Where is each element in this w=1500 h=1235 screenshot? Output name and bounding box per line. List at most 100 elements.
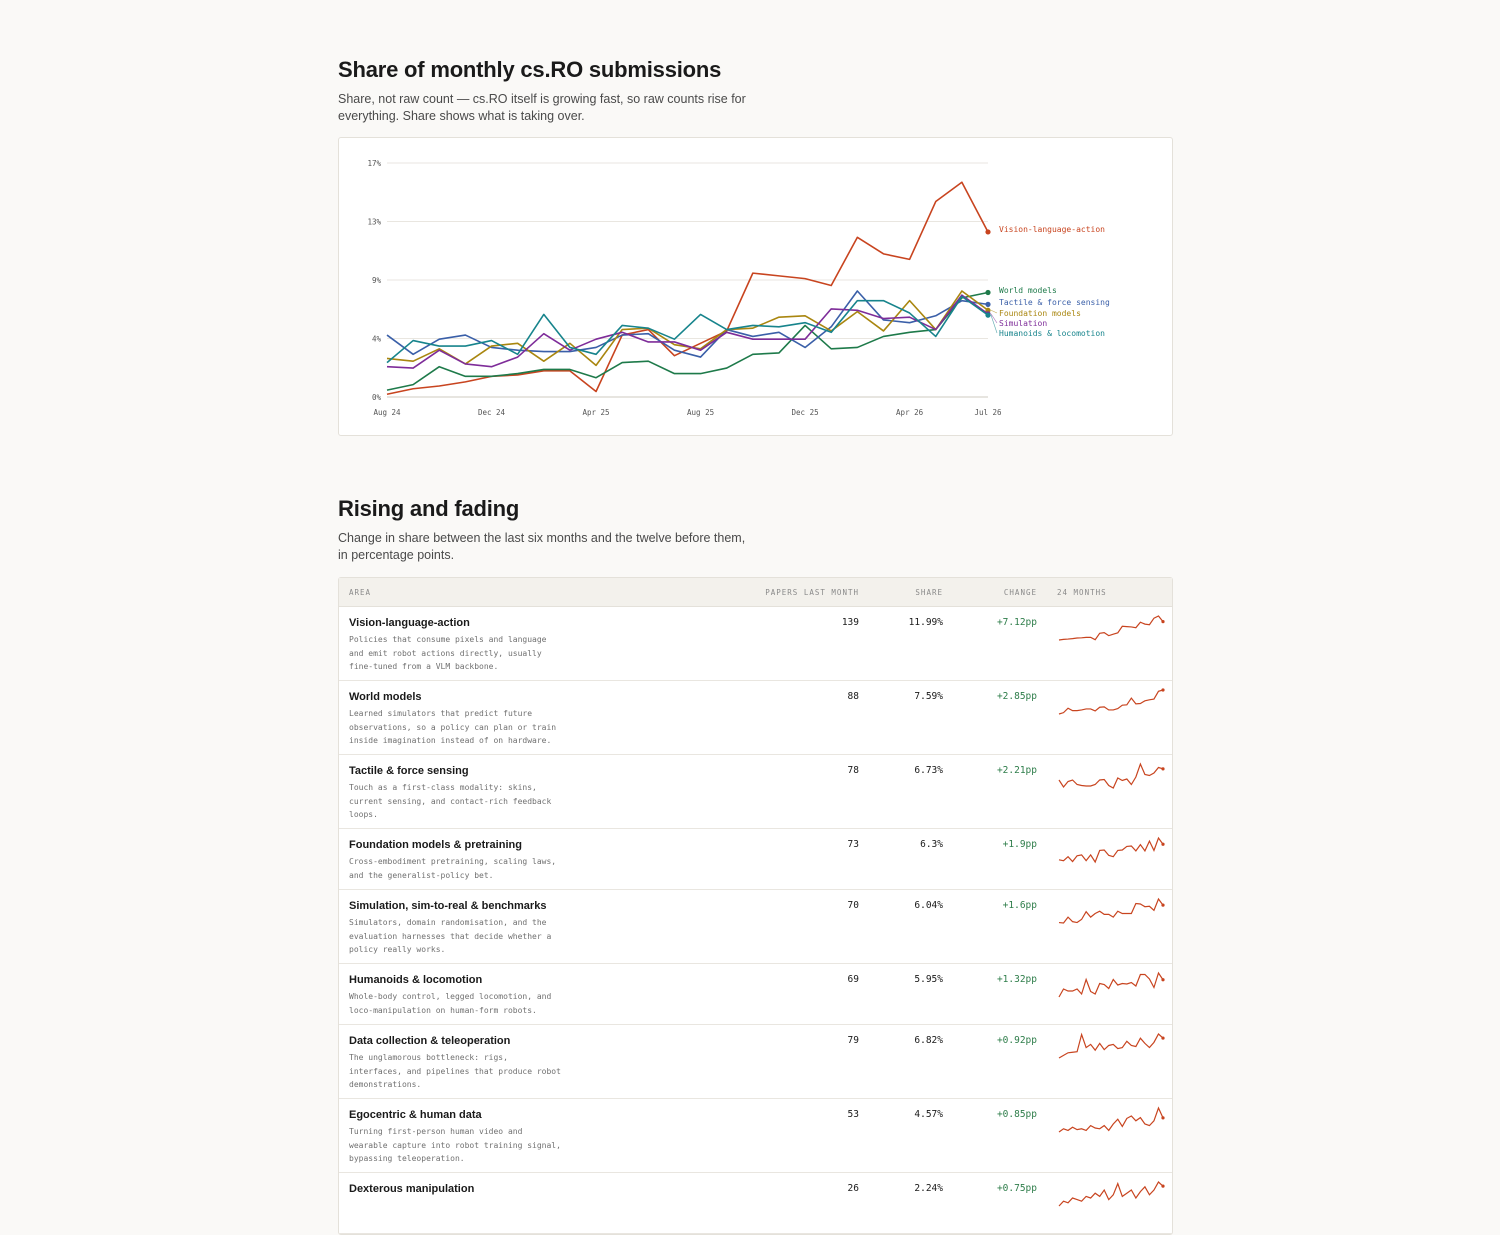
sparkline-line xyxy=(1058,762,1164,789)
share-value: 6.73% xyxy=(914,765,943,776)
sparkline-end-dot xyxy=(1161,978,1165,982)
sparkline-end-dot xyxy=(1161,842,1165,846)
change-value: +1.6pp xyxy=(1002,900,1037,911)
share-section: Share of monthly cs.RO submissions Share… xyxy=(338,0,1173,436)
papers-last-month: 73 xyxy=(847,839,859,850)
areas-table: AREA PAPERS LAST MONTH SHARE CHANGE 24 M… xyxy=(338,577,1173,1235)
x-tick-label: Jul 26 xyxy=(974,408,1002,417)
sparkline-line xyxy=(1058,1106,1164,1133)
table-row[interactable]: Simulation, sim-to-real & benchmarks Simu… xyxy=(339,890,1172,964)
sparkline-end-dot xyxy=(1161,903,1165,907)
area-name: Egocentric & human data xyxy=(349,1109,482,1121)
table-row[interactable]: Dexterous manipulation 26 2.24% +0.75pp xyxy=(339,1173,1172,1234)
sparkline-line xyxy=(1058,971,1164,998)
table-header: AREA PAPERS LAST MONTH SHARE CHANGE 24 M… xyxy=(339,578,1172,607)
papers-last-month: 69 xyxy=(847,974,859,985)
area-name: Tactile & force sensing xyxy=(349,765,469,777)
label-leader xyxy=(990,310,998,314)
series-line xyxy=(386,290,989,358)
y-tick-label: 0% xyxy=(372,393,382,402)
area-name: Data collection & teleoperation xyxy=(349,1035,511,1047)
series-end-label: Foundation models xyxy=(999,309,1081,318)
sparkline-end-dot xyxy=(1161,1116,1165,1120)
table-row[interactable]: Tactile & force sensing Touch as a first-… xyxy=(339,755,1172,829)
area-name: Simulation, sim-to-real & benchmarks xyxy=(349,900,547,912)
sparkline xyxy=(1058,897,1165,924)
table-row[interactable]: World models Learned simulators that pred… xyxy=(339,681,1172,755)
x-tick-label: Aug 24 xyxy=(373,408,401,417)
share-line-chart: 0% 4% 9% 13% 17% Aug 24 Dec 24 Apr 25 Aug 25 Dec … xyxy=(367,159,1110,417)
y-tick-label: 9% xyxy=(372,276,382,285)
sparkline-line xyxy=(1058,1181,1164,1207)
table-row[interactable]: Data collection & teleoperation The ungla… xyxy=(339,1025,1172,1099)
header-change[interactable]: CHANGE xyxy=(1003,588,1037,597)
change-value: +2.85pp xyxy=(996,691,1037,702)
sparkline-line xyxy=(1058,689,1164,715)
series-end-dot xyxy=(985,301,991,307)
table-row[interactable]: Humanoids & locomotion Whole-body control… xyxy=(339,964,1172,1025)
section-title-share: Share of monthly cs.RO submissions xyxy=(338,57,722,82)
x-tick-label: Dec 24 xyxy=(478,408,506,417)
section-subtitle-share: Share, not raw count — cs.RO itself is g… xyxy=(338,92,746,123)
sparkline-end-dot xyxy=(1161,1036,1165,1040)
papers-last-month: 88 xyxy=(847,691,859,702)
label-leader xyxy=(990,315,998,334)
papers-last-month: 78 xyxy=(847,765,859,776)
x-tick-label: Dec 25 xyxy=(792,408,819,417)
papers-last-month: 139 xyxy=(841,617,859,628)
area-description: Policies that consume pixels and languag… xyxy=(349,635,547,671)
y-tick-label: 17% xyxy=(367,159,381,168)
x-tick-label: Apr 26 xyxy=(896,408,924,417)
series-end-dot xyxy=(985,312,991,318)
series-end-label: Simulation xyxy=(999,319,1047,328)
area-description: Cross-embodiment pretraining, scaling la… xyxy=(349,857,557,880)
header-area[interactable]: AREA xyxy=(349,588,372,597)
papers-last-month: 53 xyxy=(847,1109,859,1120)
share-value: 6.82% xyxy=(914,1035,943,1046)
table-row[interactable]: Egocentric & human data Turning first-per… xyxy=(339,1099,1172,1173)
area-description: Whole-body control, legged locomotion, a… xyxy=(349,992,552,1015)
share-value: 6.04% xyxy=(914,900,943,911)
change-value: +1.32pp xyxy=(996,974,1037,985)
sparkline xyxy=(1058,615,1165,641)
rising-section: Rising and fading Change in share betwee… xyxy=(338,436,1173,1235)
series-line xyxy=(386,181,989,396)
chart-card: 0% 4% 9% 13% 17% Aug 24 Dec 24 Apr 25 Aug 25 Dec … xyxy=(338,137,1173,436)
y-tick-label: 13% xyxy=(367,218,381,227)
share-value: 6.3% xyxy=(920,839,943,850)
header-24-months: 24 MONTHS xyxy=(1057,588,1107,597)
series-end-dot xyxy=(985,229,991,235)
label-leader xyxy=(990,313,998,324)
sparkline-end-dot xyxy=(1161,620,1165,624)
series-end-label: Vision-language-action xyxy=(999,225,1105,234)
series-end-dot xyxy=(985,289,991,296)
sparkline-line xyxy=(1058,897,1164,924)
table-row[interactable]: Foundation models & pretraining Cross-emb… xyxy=(339,829,1172,890)
sparkline xyxy=(1058,1032,1165,1059)
share-value: 11.99% xyxy=(908,617,943,628)
table-body: Vision-language-action Policies that cons… xyxy=(339,607,1172,1234)
header-papers[interactable]: PAPERS LAST MONTH xyxy=(765,588,859,597)
section-subtitle-rising: Change in share between the last six mon… xyxy=(338,531,746,562)
share-value: 5.95% xyxy=(914,974,943,985)
sparkline xyxy=(1058,688,1165,715)
series-end-dot xyxy=(985,307,991,313)
area-name: Dexterous manipulation xyxy=(349,1183,475,1195)
change-value: +1.9pp xyxy=(1002,839,1037,850)
series-line xyxy=(386,295,989,364)
share-value: 4.57% xyxy=(914,1109,943,1120)
share-value: 7.59% xyxy=(914,691,943,702)
sparkline-end-dot xyxy=(1161,1184,1165,1188)
sparkline-line xyxy=(1058,836,1164,864)
sparkline-end-dot xyxy=(1161,688,1165,692)
table-row[interactable]: Vision-language-action Policies that cons… xyxy=(339,607,1172,681)
area-name: Vision-language-action xyxy=(349,617,470,629)
series-end-label: Humanoids & locomotion xyxy=(999,329,1105,338)
series-end-label: World models xyxy=(999,286,1057,295)
header-share[interactable]: SHARE xyxy=(915,588,943,597)
series-line xyxy=(386,291,989,391)
section-title-rising: Rising and fading xyxy=(338,496,520,521)
area-description: Simulators, domain randomisation, and th… xyxy=(349,918,552,954)
sparkline xyxy=(1058,1181,1165,1207)
sparkline-line xyxy=(1058,1032,1164,1059)
